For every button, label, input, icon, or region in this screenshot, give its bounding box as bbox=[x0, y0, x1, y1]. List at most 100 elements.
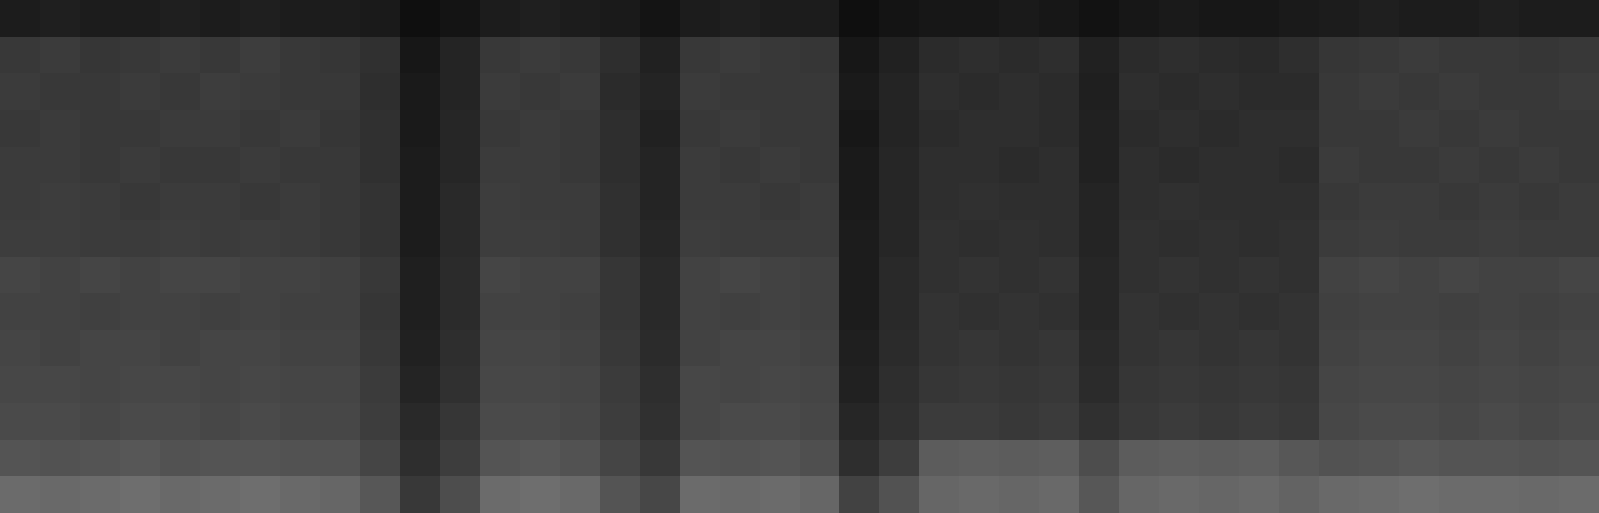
heatmap-cell bbox=[360, 0, 400, 37]
heatmap-cell bbox=[200, 0, 240, 37]
heatmap-cell bbox=[80, 440, 120, 477]
heatmap-cell bbox=[160, 403, 200, 440]
heatmap-cell bbox=[1479, 0, 1519, 37]
heatmap-cell bbox=[1399, 293, 1439, 330]
heatmap-cell bbox=[560, 476, 600, 513]
heatmap-cell bbox=[1399, 73, 1439, 110]
heatmap-cell bbox=[800, 0, 840, 37]
heatmap-cell bbox=[1319, 257, 1359, 294]
heatmap-cell bbox=[160, 37, 200, 74]
heatmap-cell bbox=[959, 257, 999, 294]
heatmap-cell bbox=[80, 37, 120, 74]
heatmap-cell bbox=[1279, 183, 1319, 220]
heatmap-cell bbox=[320, 476, 360, 513]
heatmap-cell bbox=[520, 0, 560, 37]
heatmap-cell bbox=[1519, 73, 1559, 110]
heatmap-cell bbox=[160, 476, 200, 513]
heatmap-cell bbox=[240, 73, 280, 110]
heatmap-cell bbox=[400, 440, 440, 477]
heatmap-cell bbox=[800, 293, 840, 330]
heatmap-cell bbox=[800, 257, 840, 294]
heatmap-cell bbox=[600, 73, 640, 110]
heatmap-cell bbox=[120, 403, 160, 440]
heatmap-cell bbox=[1319, 366, 1359, 403]
heatmap-cell bbox=[440, 0, 480, 37]
heatmap-cell bbox=[879, 293, 919, 330]
heatmap-cell bbox=[80, 147, 120, 184]
heatmap-cell bbox=[600, 293, 640, 330]
heatmap-cell bbox=[1399, 403, 1439, 440]
heatmap-cell bbox=[959, 37, 999, 74]
heatmap-cell bbox=[600, 110, 640, 147]
heatmap-cell bbox=[1279, 147, 1319, 184]
heatmap-cell bbox=[400, 403, 440, 440]
heatmap-cell bbox=[800, 440, 840, 477]
heatmap-cell bbox=[200, 257, 240, 294]
heatmap-cell bbox=[200, 366, 240, 403]
heatmap-cell bbox=[120, 330, 160, 367]
heatmap-cell bbox=[1199, 257, 1239, 294]
heatmap-cell bbox=[1039, 257, 1079, 294]
heatmap-cell bbox=[0, 110, 40, 147]
heatmap-cell bbox=[600, 147, 640, 184]
heatmap-cell bbox=[1479, 257, 1519, 294]
heatmap-cell bbox=[1519, 330, 1559, 367]
heatmap-cell bbox=[720, 37, 760, 74]
heatmap-cell bbox=[919, 147, 959, 184]
heatmap-cell bbox=[1559, 293, 1599, 330]
heatmap-cell bbox=[1039, 110, 1079, 147]
heatmap-cell bbox=[560, 293, 600, 330]
heatmap-cell bbox=[1479, 220, 1519, 257]
heatmap-cell bbox=[520, 73, 560, 110]
heatmap-cell bbox=[800, 403, 840, 440]
heatmap-cell bbox=[80, 476, 120, 513]
heatmap-cell bbox=[0, 183, 40, 220]
heatmap-cell bbox=[1319, 73, 1359, 110]
heatmap-cell bbox=[1199, 73, 1239, 110]
heatmap-cell bbox=[200, 330, 240, 367]
heatmap-cell bbox=[1079, 330, 1119, 367]
heatmap-cell bbox=[520, 330, 560, 367]
heatmap-cell bbox=[0, 440, 40, 477]
heatmap-cell bbox=[1439, 476, 1479, 513]
heatmap-cell bbox=[0, 330, 40, 367]
heatmap-cell bbox=[1199, 37, 1239, 74]
heatmap-cell bbox=[1519, 293, 1559, 330]
heatmap-cell bbox=[999, 403, 1039, 440]
heatmap-cell bbox=[1559, 257, 1599, 294]
heatmap-cell bbox=[1239, 403, 1279, 440]
heatmap-cell bbox=[680, 330, 720, 367]
heatmap-cell bbox=[640, 366, 680, 403]
heatmap-cell bbox=[40, 220, 80, 257]
heatmap-cell bbox=[280, 37, 320, 74]
heatmap-cell bbox=[1199, 366, 1239, 403]
heatmap-cell bbox=[839, 0, 879, 37]
heatmap-cell bbox=[1519, 220, 1559, 257]
heatmap-cell bbox=[1479, 73, 1519, 110]
heatmap-cell bbox=[0, 476, 40, 513]
heatmap-cell bbox=[720, 330, 760, 367]
heatmap-cell bbox=[1399, 257, 1439, 294]
heatmap-cell bbox=[1439, 73, 1479, 110]
heatmap-cell bbox=[879, 183, 919, 220]
heatmap-cell bbox=[1319, 330, 1359, 367]
heatmap-cell bbox=[959, 403, 999, 440]
heatmap-cell bbox=[40, 147, 80, 184]
heatmap-cell bbox=[440, 476, 480, 513]
heatmap-cell bbox=[1119, 257, 1159, 294]
heatmap-cell bbox=[600, 220, 640, 257]
heatmap-cell bbox=[1159, 330, 1199, 367]
heatmap-cell bbox=[40, 257, 80, 294]
heatmap-cell bbox=[1479, 183, 1519, 220]
heatmap-cell bbox=[40, 37, 80, 74]
heatmap-cell bbox=[680, 220, 720, 257]
heatmap-cell bbox=[240, 293, 280, 330]
heatmap-cell bbox=[160, 366, 200, 403]
heatmap-cell bbox=[1039, 147, 1079, 184]
heatmap-cell bbox=[1559, 220, 1599, 257]
heatmap-cell bbox=[1039, 330, 1079, 367]
heatmap-cell bbox=[200, 183, 240, 220]
heatmap-cell bbox=[280, 366, 320, 403]
heatmap-cell bbox=[40, 476, 80, 513]
heatmap-cell bbox=[600, 403, 640, 440]
